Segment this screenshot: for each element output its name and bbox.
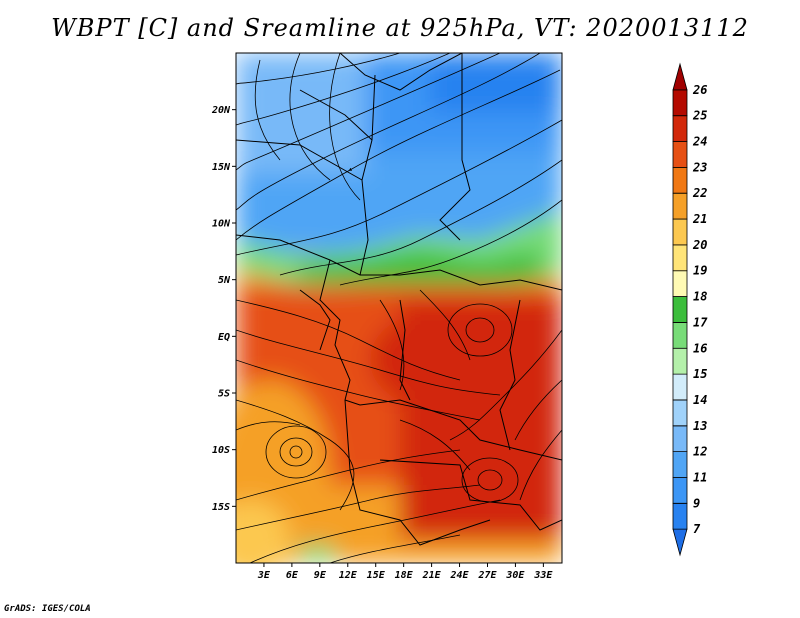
colorbar-segment [672, 115, 688, 142]
lat-tick-label: 15N [212, 162, 231, 173]
colorbar-segment [672, 373, 688, 401]
lon-tick-label: 30E [505, 570, 525, 581]
colorbar-segment [672, 141, 688, 168]
colorbar-label: 16 [693, 341, 707, 355]
colorbar-segment [672, 528, 688, 557]
colorbar-label: 9 [693, 496, 700, 510]
colorbar-label: 17 [693, 315, 708, 329]
lat-tick-label: EQ [218, 332, 230, 343]
latitude-axis: 20N 15N 10N 5N EQ 5S 10S 15S [211, 105, 236, 513]
colorbar-label: 19 [693, 264, 707, 278]
streamlines-925hpa [236, 53, 562, 563]
lon-tick-label: 3E [257, 570, 271, 581]
colorbar-label: 18 [693, 290, 707, 304]
colorbar-label: 22 [692, 186, 707, 200]
colorbar-segment [672, 451, 688, 478]
colorbar-label: 24 [692, 135, 707, 149]
colorbar-segment [672, 425, 688, 453]
colorbar-label: 26 [692, 83, 707, 97]
colorbar-label: 25 [692, 109, 707, 123]
colorbar-label: 15 [693, 367, 707, 381]
lat-tick-label: 10S [212, 445, 230, 456]
lon-tick-label: 33E [533, 570, 553, 581]
grads-credit: GrADS: IGES/COLA [4, 604, 91, 614]
longitude-axis: 3E 6E 9E 12E 15E 18E 21E 24E 27E 30E 33E [257, 563, 553, 581]
colorbar-segment [672, 270, 688, 297]
colorbar-label: 23 [692, 160, 707, 174]
country-boundaries [236, 53, 562, 546]
colorbar-label: 14 [693, 393, 707, 407]
lon-tick-label: 24E [450, 570, 470, 581]
colorbar-segment [672, 218, 688, 246]
colorbar-label: 20 [692, 238, 707, 252]
colorbar-segment [672, 296, 688, 323]
lat-tick-label: 10N [212, 219, 231, 230]
lat-tick-label: 20N [211, 105, 231, 116]
colorbar-label: 12 [693, 445, 707, 459]
lon-tick-label: 6E [286, 570, 299, 581]
colorbar-segment [672, 62, 688, 91]
lon-tick-label: 27E [477, 570, 497, 581]
colorbar-label: 13 [693, 419, 707, 433]
lon-tick-label: 18E [395, 570, 414, 581]
map-title: WBPT [C] and Sreamline at 925hPa, VT: 20… [51, 14, 749, 42]
colorbar-segment [672, 399, 688, 427]
colorbar-label: 11 [693, 470, 707, 484]
lon-tick-label: 21E [422, 570, 442, 581]
lon-tick-label: 15E [367, 570, 386, 581]
lon-tick-label: 12E [339, 570, 358, 581]
lon-tick-label: 9E [314, 570, 327, 581]
colorbar-label: 21 [692, 212, 707, 226]
colorbar-segment [672, 477, 688, 504]
lat-tick-label: 5S [218, 389, 230, 400]
map-frame [235, 52, 563, 564]
colorbar-segment [672, 322, 688, 349]
colorbar-segment [672, 244, 688, 272]
colorbar-segment [672, 347, 688, 375]
colorbar: 7 9 11 12 13 14 15 16 17 18 19 20 21 22 23 24 25 26 [672, 62, 708, 557]
colorbar-segment [672, 89, 688, 117]
colorbar-segment [672, 502, 688, 530]
colorbar-segment [672, 192, 688, 220]
lat-tick-label: 15S [212, 502, 230, 513]
lat-tick-label: 5N [218, 275, 231, 286]
wbpt-shading [236, 53, 562, 563]
colorbar-segment [672, 166, 688, 194]
colorbar-label: 7 [693, 522, 701, 536]
